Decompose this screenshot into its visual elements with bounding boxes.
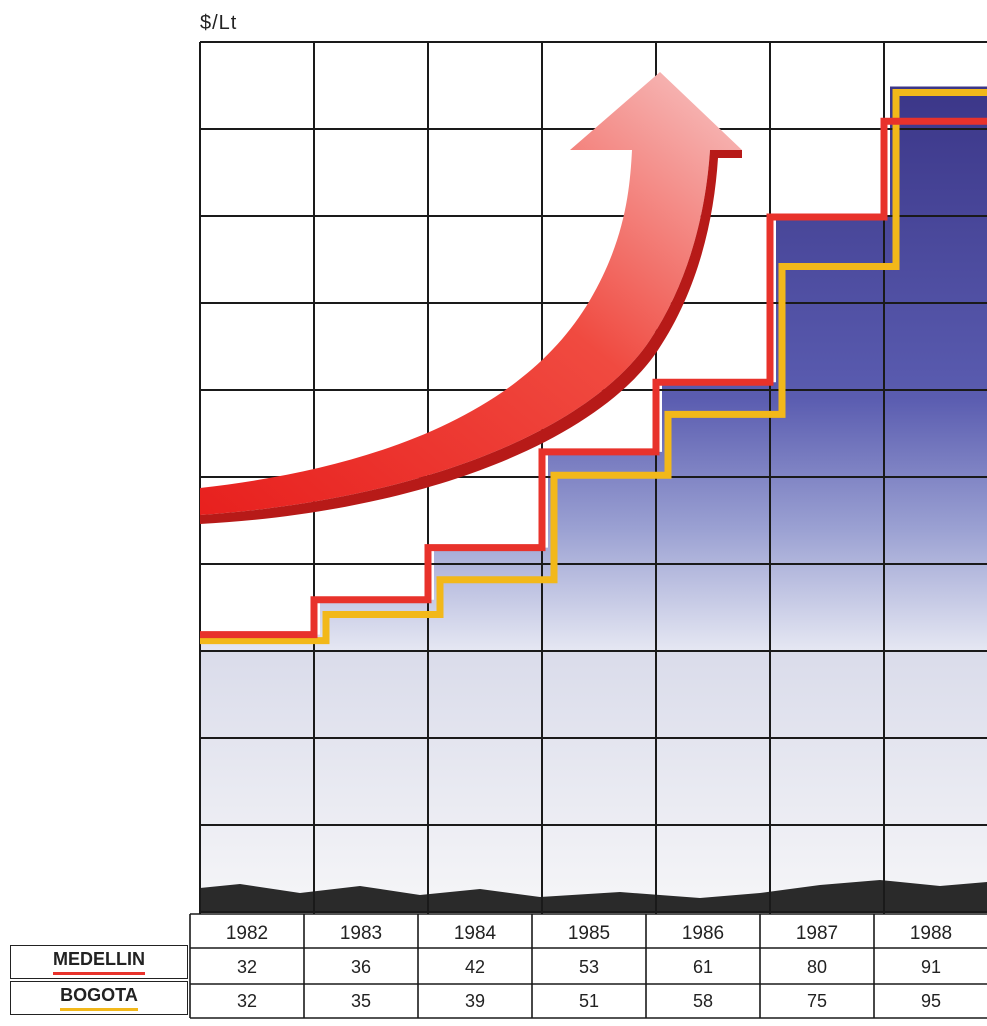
table-bogota-value: 58	[693, 991, 713, 1011]
table-medellin-value: 36	[351, 957, 371, 977]
ground-silhouette	[200, 880, 987, 912]
table-bg	[190, 914, 987, 1018]
table-medellin-value: 32	[237, 957, 257, 977]
haze-rect	[200, 644, 987, 912]
legend-medellin-text: MEDELLIN	[53, 949, 145, 975]
ground-path	[200, 880, 987, 912]
table-bogota-value: 75	[807, 991, 827, 1011]
table-bogota-value: 32	[237, 991, 257, 1011]
series-bogota-line	[200, 89, 987, 645]
table-bogota-value: 95	[921, 991, 941, 1011]
legend-medellin: MEDELLIN	[10, 945, 188, 979]
legend-bogota: BOGOTA	[10, 981, 188, 1015]
series-lines	[200, 89, 987, 645]
table-year-label: 1985	[568, 923, 610, 944]
y-axis-unit-label: $/Lt	[200, 12, 238, 34]
arrow-body	[200, 72, 742, 515]
table-medellin-value: 80	[807, 957, 827, 977]
table-bogota-value: 51	[579, 991, 599, 1011]
data-table: 1982 1983 1984 1985 1986 1987 1988 32 36 42 53 61 80…	[189, 913, 987, 1019]
table-medellin-value: 53	[579, 957, 599, 977]
area-fill	[200, 86, 987, 652]
table-year-label: 1988	[910, 923, 952, 944]
table-year-label: 1987	[796, 923, 838, 944]
table-year-label: 1982	[226, 923, 268, 944]
trend-arrow-icon	[200, 72, 742, 524]
table-bogota-value: 35	[351, 991, 371, 1011]
table-year-label: 1984	[454, 923, 497, 944]
table-medellin-value: 91	[921, 957, 941, 977]
table-year-label: 1983	[340, 923, 382, 944]
table-bogota-value: 39	[465, 991, 485, 1011]
series-medellin-line	[200, 117, 987, 639]
haze-band	[200, 644, 987, 912]
area-fill-path	[200, 86, 987, 652]
legend-bogota-text: BOGOTA	[60, 985, 138, 1011]
table-medellin-value: 42	[465, 957, 485, 977]
table-year-label: 1986	[682, 923, 724, 944]
table-medellin-value: 61	[693, 957, 713, 977]
